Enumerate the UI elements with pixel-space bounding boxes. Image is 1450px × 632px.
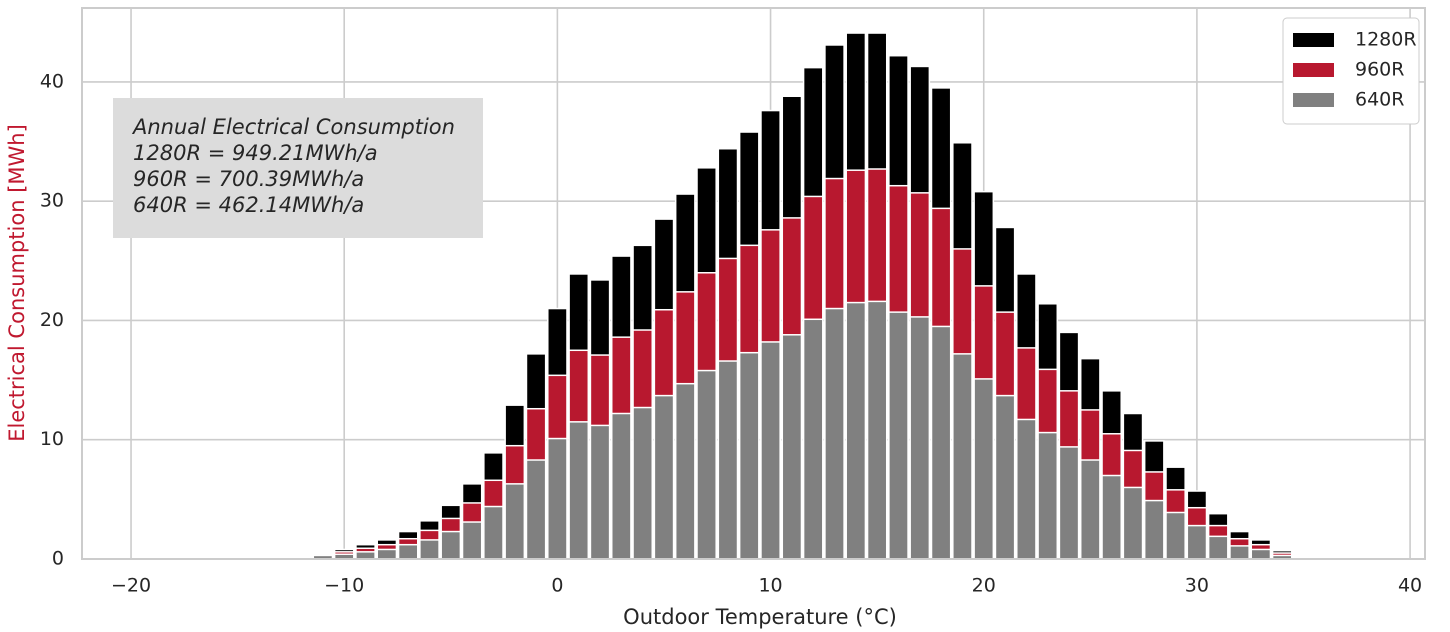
x-tick-label: 10 [758, 575, 782, 597]
bar [461, 521, 483, 560]
bar [1207, 535, 1229, 560]
bar [589, 424, 611, 560]
x-tick-label: −20 [111, 575, 151, 597]
bar [1079, 459, 1101, 560]
bar [1058, 446, 1080, 560]
bar [440, 530, 462, 560]
legend-label: 640R [1355, 89, 1404, 111]
legend-swatch [1293, 33, 1334, 47]
bar [397, 543, 419, 560]
x-tick-label: 0 [551, 575, 563, 597]
bar [1122, 486, 1144, 560]
bar [930, 325, 952, 560]
bar [674, 382, 696, 560]
x-tick-label: 30 [1185, 575, 1209, 597]
annotation-line: 640R = 462.14MWh/a [133, 193, 364, 217]
bar [483, 505, 504, 560]
y-tick-label: 20 [40, 309, 64, 331]
annotation-box [113, 98, 483, 238]
bar [547, 437, 568, 560]
legend-label: 960R [1355, 59, 1404, 81]
x-axis-label: Outdoor Temperature (°C) [623, 605, 897, 629]
y-tick-label: 10 [40, 428, 64, 450]
bar [952, 353, 973, 560]
bar [355, 551, 376, 560]
plot-frame [81, 7, 1426, 560]
bar [696, 369, 717, 560]
bar [504, 483, 526, 560]
annotation-line: 960R = 700.39MWh/a [133, 167, 364, 191]
bar [888, 311, 909, 560]
bar [1165, 511, 1186, 560]
x-tick-label: 20 [972, 575, 996, 597]
legend-swatch [1293, 63, 1334, 77]
annotation-line: 1280R = 949.21MWh/a [133, 141, 378, 165]
bar [802, 318, 824, 560]
legend-label: 1280R [1355, 29, 1417, 51]
bar [717, 360, 739, 560]
y-tick-label: 30 [40, 190, 64, 212]
bar [1250, 548, 1272, 560]
bar [1101, 474, 1122, 560]
x-tick-label: −10 [324, 575, 364, 597]
bar [653, 394, 675, 560]
bar [1186, 524, 1208, 560]
y-axis-label: Electrical Consumption [MWh] [5, 124, 29, 442]
bar [1229, 545, 1250, 560]
bar [525, 459, 547, 560]
bar [1143, 499, 1165, 560]
y-tick-label: 40 [40, 70, 64, 92]
bar [824, 307, 845, 560]
bar [568, 421, 590, 560]
bar [909, 316, 931, 560]
bar [1016, 418, 1037, 560]
bar [994, 394, 1016, 560]
bar [866, 300, 888, 560]
bar [376, 548, 398, 560]
x-tick-label: 40 [1398, 575, 1422, 597]
bar [760, 341, 781, 560]
annotation-line: Annual Electrical Consumption [131, 115, 455, 139]
legend-swatch [1293, 93, 1334, 107]
bar [781, 334, 803, 560]
bar [973, 378, 995, 560]
y-tick-label: 0 [52, 548, 64, 570]
bar [738, 351, 760, 560]
bar [1037, 431, 1059, 560]
bar [845, 301, 867, 560]
bar [610, 412, 632, 560]
bar [632, 406, 653, 560]
bar [419, 539, 440, 560]
